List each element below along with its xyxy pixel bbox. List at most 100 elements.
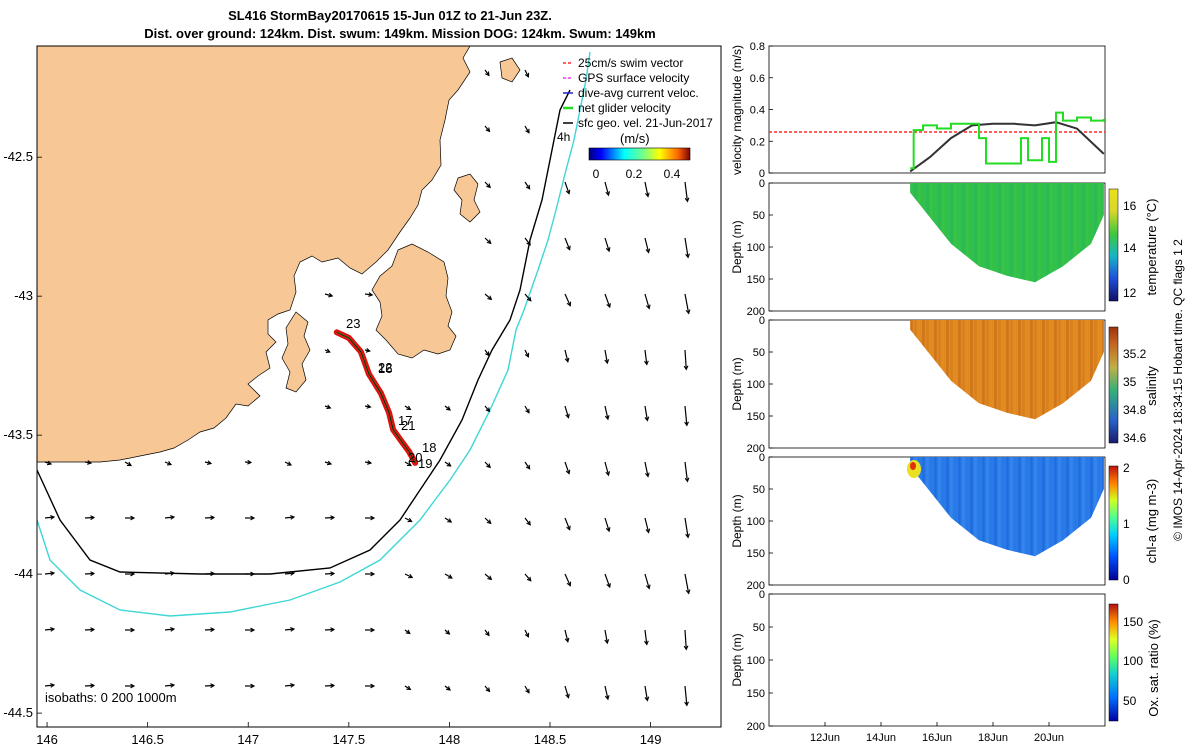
chla-panel: 2 1 0 chl-a (mg m-3) (768, 456, 1159, 587)
chl-cb-tick-0: 0 (1123, 573, 1130, 587)
ox-depth-tick-label-4: 200 (747, 721, 765, 733)
geo-vector-head-91 (645, 584, 651, 590)
geo-vector-head-117 (330, 683, 336, 689)
geo-vector-head-30 (644, 360, 649, 366)
chl-stripe (1046, 457, 1049, 557)
map-xtick-label-3: 147.5 (333, 732, 366, 747)
chl-stripe (958, 457, 961, 557)
geo-vector-head-39 (604, 415, 610, 421)
geo-vector-head-37 (525, 408, 530, 414)
geo-vector-53 (484, 461, 491, 468)
geo-vector-20 (564, 293, 571, 306)
day-label-19: 19 (418, 456, 432, 471)
sal-stripe (974, 320, 977, 420)
sal-stripe (1066, 320, 1069, 420)
geo-vector-60 (84, 516, 95, 519)
chl-stripe (1082, 457, 1085, 557)
geo-vector-head-88 (526, 576, 532, 582)
map-ytick-label-0: -42.5 (3, 149, 33, 164)
geo-vector-head-103 (445, 630, 451, 635)
geo-vector-head-47 (247, 459, 253, 465)
geo-vector-37 (524, 405, 530, 414)
velocity-panel: 0 0.2 0.4 0.6 0.8 velocity magnitude (m/s) (730, 41, 1106, 180)
geo-vector-113 (164, 684, 175, 687)
isobath-200m (37, 89, 571, 575)
sal-stripe (1050, 320, 1053, 420)
temp-depth-tick-label-4: 200 (747, 306, 765, 318)
geo-vector-head-15 (685, 253, 690, 259)
geo-vector-108 (644, 629, 648, 645)
sal-stripe (1094, 320, 1097, 420)
temp-stripe (1038, 183, 1041, 283)
temp-depth-ylabel: Depth (m) (730, 220, 744, 273)
geo-vector-124 (604, 685, 609, 700)
temp-stripe (958, 183, 961, 283)
day-label-18: 18 (422, 440, 436, 455)
geo-vector-head-42 (46, 460, 53, 466)
chl-depth-tick-label-4: 200 (747, 580, 765, 592)
geo-vector-63 (204, 516, 215, 519)
chl-depth-tick-label-3: 150 (747, 548, 765, 560)
geo-vector-72 (564, 517, 571, 530)
geo-vector-54 (524, 461, 531, 470)
chl-cb-tick-2: 2 (1123, 461, 1130, 475)
chl-stripe (1022, 457, 1025, 557)
temp-stripe (1026, 183, 1029, 283)
geo-vector-65 (284, 516, 295, 519)
temp-cb-tick-14: 14 (1123, 241, 1137, 255)
geo-vector-head-26 (485, 351, 490, 357)
velocity-y-ticks: 0 0.2 0.4 0.6 0.8 (750, 41, 773, 180)
temperature-panel: 16 14 12 temperature (°C) (768, 182, 1159, 312)
geo-vector-66 (324, 516, 335, 519)
geo-vector-head-111 (90, 683, 96, 689)
geo-vector-69 (444, 517, 452, 523)
geo-vector-117 (324, 684, 335, 687)
day-label-16: 16 (378, 361, 392, 376)
geo-vector-30 (644, 349, 648, 365)
sal-stripe (1006, 320, 1009, 420)
geo-vector-head-40 (644, 416, 650, 422)
temp-depth-tick-label-0: 0 (759, 178, 765, 190)
geo-vector-head-57 (644, 472, 650, 478)
ox-depth-tick-label-2: 100 (747, 655, 765, 667)
land-tasmania (37, 46, 471, 463)
map-legend: 25cm/s swim vector GPS surface velocity … (557, 56, 713, 181)
legend-item-2: dive-avg current veloc. (578, 86, 699, 100)
sal-depth-tick-label-2: 100 (747, 379, 765, 391)
salinity-panel: 35.2 35 34.8 34.6 salinity (768, 319, 1159, 449)
geo-vector-head-3 (525, 128, 530, 134)
sal-stripe (1082, 320, 1085, 420)
sal-stripe (946, 320, 949, 420)
chl-stripe (1038, 457, 1041, 557)
colorbar-unit: (m/s) (620, 131, 650, 146)
geo-vector-head-11 (526, 240, 531, 246)
velocity-line-net (910, 111, 1105, 170)
ox-cb-tick-50: 50 (1123, 694, 1137, 708)
sal-depth-ylabel: Depth (m) (730, 357, 744, 410)
geo-vector-head-123 (565, 693, 570, 699)
temp-stripe (1006, 183, 1009, 283)
geo-vector-68 (404, 517, 412, 523)
vel-ytick-label-1: 0.2 (750, 136, 765, 148)
geo-vector-94 (84, 628, 95, 631)
sal-stripe (1038, 320, 1041, 420)
geo-vector-head-29 (604, 359, 610, 365)
geo-vector-head-85 (408, 573, 414, 579)
geo-vector-28 (564, 349, 569, 362)
temp-stripe (1030, 183, 1033, 283)
chl-stripe (1062, 457, 1065, 557)
geo-vector-head-92 (685, 589, 691, 595)
geo-vector-114 (204, 684, 215, 687)
geo-vector-2 (484, 125, 490, 132)
geo-vector-head-2 (485, 127, 491, 133)
geo-vector-head-125 (644, 696, 650, 702)
geo-vector-head-101 (370, 627, 376, 633)
sal-stripe (958, 320, 961, 420)
geo-vector-head-23 (685, 309, 691, 315)
geo-vector-head-35 (446, 406, 451, 411)
geo-vector-123 (564, 685, 570, 698)
geo-vector-head-61 (130, 515, 136, 521)
chl-stripe (1030, 457, 1033, 557)
